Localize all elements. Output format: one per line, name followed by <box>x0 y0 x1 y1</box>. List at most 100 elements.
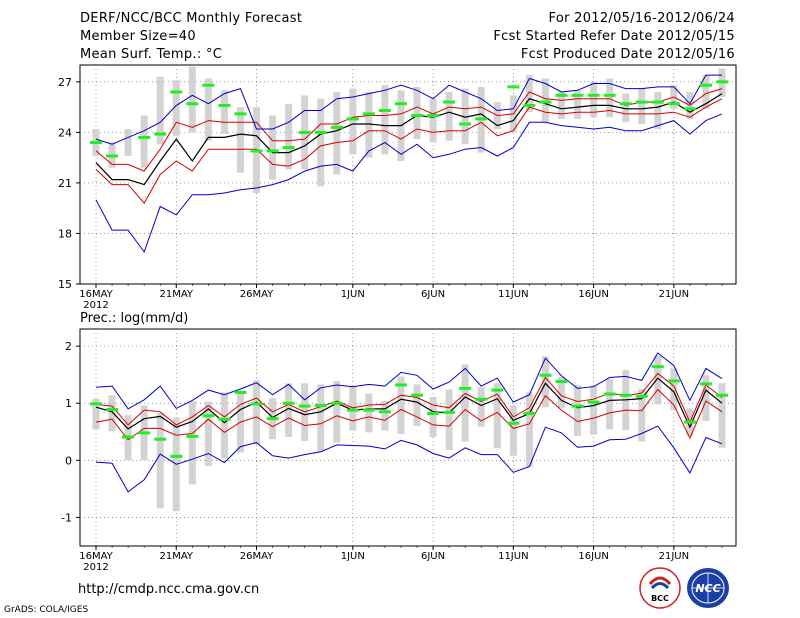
spread-bar <box>606 78 614 118</box>
spread-bar <box>670 368 678 411</box>
series-lower-inner <box>95 98 723 204</box>
observation-mark <box>587 93 600 97</box>
bcc-logo: BCC <box>639 567 681 609</box>
observation-mark <box>298 404 311 408</box>
x-tick-label: 6JUN <box>421 289 445 300</box>
observation-mark <box>218 103 231 107</box>
observation-mark <box>170 90 183 94</box>
observation-mark <box>619 393 632 397</box>
precipitation-title: Prec.: log(mm/d) <box>80 311 188 326</box>
spread-bar <box>574 384 582 436</box>
series-mean <box>95 93 723 186</box>
spread-bar <box>590 81 598 118</box>
spread-bar <box>461 88 469 145</box>
observation-mark <box>651 365 664 369</box>
footer-url[interactable]: http://cmdp.ncc.cma.gov.cn <box>78 582 260 597</box>
spread-bar <box>574 90 582 119</box>
observation-mark <box>443 100 456 104</box>
grads-credit: GrADS: COLA/IGES <box>4 605 89 615</box>
observation-mark <box>635 394 648 398</box>
series-upper-inner <box>95 88 723 172</box>
observation-mark <box>571 93 584 97</box>
observation-mark <box>635 100 648 104</box>
observation-mark <box>507 85 520 89</box>
spread-bar <box>285 383 293 437</box>
observation-mark <box>411 393 424 397</box>
spread-bar <box>557 376 565 408</box>
series-lower-inner <box>95 388 723 441</box>
series-upper-outer <box>95 352 723 410</box>
precipitation-panel: -1 0 1 2 16MAY 21MAY 26MAY 1JUN 6JUN 11JUN 16JUN 21… <box>61 328 737 573</box>
observation-mark <box>170 454 183 458</box>
plot-frame <box>79 64 737 285</box>
spread-bar <box>236 107 244 173</box>
forecast-range-label: For 2012/05/16-2012/06/24 <box>548 11 735 26</box>
observation-mark <box>234 390 247 394</box>
y-tick-label: 2 <box>65 340 72 353</box>
spread-bar <box>333 380 341 443</box>
spread-bar <box>204 78 212 141</box>
observation-mark <box>619 102 632 106</box>
spread-bar <box>365 91 373 158</box>
y-tick-label: 1 <box>65 397 72 410</box>
spread-bar <box>461 364 469 442</box>
spread-bar <box>654 91 662 130</box>
x-tick-label: 21JUN <box>659 551 689 562</box>
observation-mark <box>587 400 600 404</box>
produced-date-label: Fcst Produced Date 2012/05/16 <box>520 47 735 62</box>
spread-bar <box>718 383 726 448</box>
variable-label: Mean Surf. Temp.: °C <box>80 47 223 62</box>
observation-mark <box>314 130 327 134</box>
x-tick-label: 21MAY <box>159 551 193 562</box>
observation-mark <box>539 373 552 377</box>
observation-mark <box>186 434 199 438</box>
x-tick-label: 6JUN <box>421 551 445 562</box>
observation-mark <box>603 93 616 97</box>
observation-mark <box>491 388 504 392</box>
observation-mark <box>138 431 151 435</box>
observation-mark <box>234 112 247 116</box>
y-tick-label: 15 <box>58 278 72 291</box>
spread-bar <box>317 384 325 452</box>
x-tick-label: 16JUN <box>578 551 608 562</box>
x-tick-label: 26MAY <box>240 551 274 562</box>
spread-bar <box>525 75 533 113</box>
observation-mark <box>346 117 359 121</box>
observation-mark <box>411 114 424 118</box>
x-tick-label: 21JUN <box>659 289 689 300</box>
spread-bar <box>253 380 261 445</box>
observation-mark <box>603 392 616 396</box>
observation-mark <box>154 437 167 441</box>
spread-bar <box>381 400 389 431</box>
spread-bar <box>525 392 533 467</box>
spread-bar <box>140 115 148 168</box>
observation-mark <box>266 149 279 153</box>
observation-mark <box>443 410 456 414</box>
chart-title: DERF/NCC/BCC Monthly Forecast <box>80 11 303 26</box>
observation-mark <box>555 93 568 97</box>
spread-bar <box>204 401 212 467</box>
spread-bar <box>381 85 389 155</box>
spread-bar <box>590 385 598 435</box>
ncc-logo-text: NCC <box>695 582 720 595</box>
spread-bar <box>365 393 373 433</box>
x-tick-label: 11JUN <box>498 289 528 300</box>
spread-bar <box>622 93 630 123</box>
spread-bar <box>124 129 132 156</box>
observation-mark <box>699 382 712 386</box>
spread-bar <box>541 78 549 123</box>
spread-bar <box>606 378 614 430</box>
observation-mark <box>362 408 375 412</box>
x-tick-label: 1JUN <box>341 289 365 300</box>
series-lower-outer <box>95 425 723 493</box>
observation-mark <box>330 125 343 129</box>
spread-bar <box>172 80 180 136</box>
spread-bar <box>188 66 196 133</box>
spread-bar <box>702 375 710 421</box>
observation-mark <box>106 154 119 158</box>
spread-bar <box>477 387 485 427</box>
spread-bar <box>541 356 549 408</box>
observation-mark <box>202 414 215 418</box>
observation-mark <box>250 149 263 153</box>
